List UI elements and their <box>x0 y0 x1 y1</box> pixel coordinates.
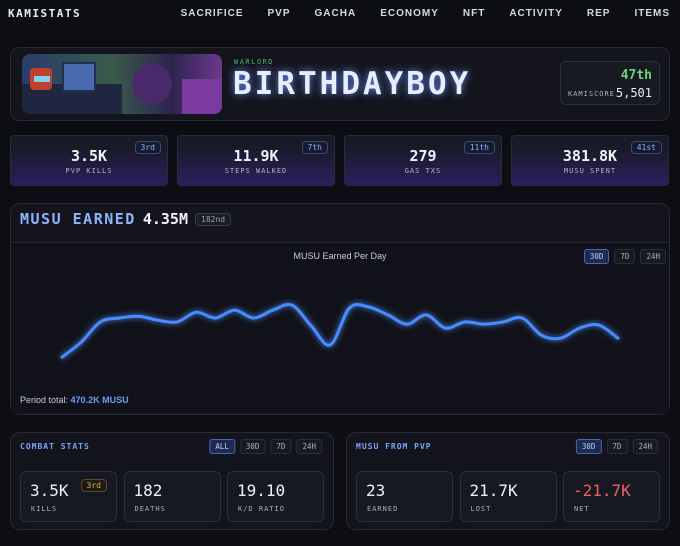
stat-value: 279 <box>409 147 437 165</box>
rank-title: WARLORD <box>234 58 275 66</box>
filter-button[interactable]: 7D <box>270 439 292 454</box>
player-rank: 47th <box>620 68 652 83</box>
musu-total: 4.35M <box>142 210 188 228</box>
metric-value: 21.7K <box>469 481 518 500</box>
stat-label: MUSU SPENT <box>563 167 617 175</box>
score-label: KAMISCORE <box>568 90 615 98</box>
nav-link[interactable]: SACRIFICE <box>180 8 244 19</box>
musu-header: MUSU EARNED 4.35M 182nd <box>20 210 232 228</box>
nav-link[interactable]: ECONOMY <box>380 8 439 19</box>
pvp-filters: 30D 7D 24H <box>575 439 658 454</box>
metric-label: K/D RATIO <box>238 505 285 513</box>
nav-link[interactable]: PVP <box>267 8 291 19</box>
metric-card: 23 EARNED <box>356 471 453 522</box>
score-box <box>560 61 660 105</box>
metric-rank: 3rd <box>80 479 107 492</box>
stat-rank: 7th <box>301 141 328 154</box>
metric-card: 3.5K KILLS 3rd <box>20 471 117 522</box>
chart-area <box>11 242 669 414</box>
metric-card: 182 DEATHS <box>123 471 221 522</box>
nav-link[interactable]: REP <box>586 8 611 19</box>
metric-label: EARNED <box>367 505 399 513</box>
stat-card: 11.9K STEPS WALKED 7th <box>177 135 335 186</box>
stat-label: PVP KILLS <box>65 167 113 175</box>
stat-card: 279 GAS TXS 11th <box>344 135 502 186</box>
score-value: 5,501 <box>615 86 652 100</box>
stat-label: STEPS WALKED <box>224 167 288 175</box>
player-name: BIRTHDAYBOY <box>233 66 472 102</box>
combat-filters: ALL 30D 7D 24H <box>209 439 322 454</box>
filter-button[interactable]: 30D <box>575 439 602 454</box>
metric-value: 3.5K <box>30 481 69 500</box>
filter-button[interactable]: ALL <box>209 439 235 454</box>
musu-filters: 30D 7D 24H <box>583 249 666 264</box>
nav-link[interactable]: GACHA <box>314 8 357 19</box>
nav-link[interactable]: ACTIVITY <box>509 8 563 19</box>
filter-button[interactable]: 24H <box>296 439 322 454</box>
stat-label: GAS TXS <box>404 167 442 175</box>
period-label: Period total: <box>20 395 69 405</box>
metric-value: -21.7K <box>573 481 631 500</box>
stat-rank: 3rd <box>134 141 161 154</box>
pvp-title: MUSU FROM PVP <box>356 442 432 451</box>
stat-value: 11.9K <box>233 147 279 165</box>
metric-label: DEATHS <box>134 505 166 513</box>
metric-label: LOST <box>470 505 492 513</box>
chart-title: MUSU Earned Per Day <box>293 251 387 261</box>
musu-title: MUSU EARNED <box>20 210 136 228</box>
avatar-pixel <box>34 76 50 82</box>
stat-rank: 41st <box>630 141 662 154</box>
combat-title: COMBAT STATS <box>20 442 90 451</box>
period-value: 470.2K MUSU <box>70 395 129 405</box>
metric-value: 182 <box>133 481 163 500</box>
nav-link[interactable]: ITEMS <box>634 8 670 19</box>
avatar-pixel <box>62 62 96 92</box>
nav-link[interactable]: NFT <box>462 8 486 19</box>
nav-links: SACRIFICE PVP GACHA ECONOMY NFT ACTIVITY REP IT… <box>181 8 670 19</box>
metric-value: 23 <box>366 481 386 500</box>
metric-label: NET <box>574 505 590 513</box>
musu-rank: 182nd <box>195 212 232 226</box>
avatar-pixel <box>182 79 222 114</box>
metric-card: 21.7K LOST <box>459 471 557 522</box>
filter-button[interactable]: 7D <box>606 439 628 454</box>
metric-value: 19.10 <box>237 481 286 500</box>
avatar <box>22 54 222 114</box>
stat-value: 381.8K <box>562 147 618 165</box>
period-total: Period total: 470.2K MUSU <box>20 395 129 405</box>
metric-card: 19.10 K/D RATIO <box>227 471 324 522</box>
metric-card: -21.7K NET <box>563 471 660 522</box>
filter-button[interactable]: 30D <box>239 439 266 454</box>
filter-button[interactable]: 24H <box>640 249 666 264</box>
stat-rank: 11th <box>463 141 495 154</box>
brand: KAMISTATS <box>8 7 82 20</box>
stat-value: 3.5K <box>70 147 108 165</box>
filter-button[interactable]: 7D <box>614 249 636 264</box>
avatar-pixel <box>132 64 172 104</box>
metric-label: KILLS <box>31 505 58 513</box>
filter-button[interactable]: 24H <box>632 439 658 454</box>
stat-card: 3.5K PVP KILLS 3rd <box>10 135 168 186</box>
filter-button[interactable]: 30D <box>583 249 610 264</box>
stat-card: 381.8K MUSU SPENT 41st <box>511 135 669 186</box>
